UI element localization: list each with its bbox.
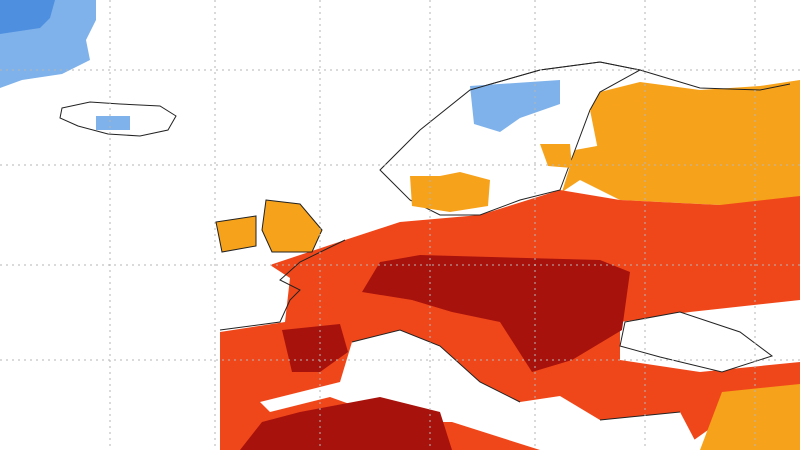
warm-region [261, 199, 323, 253]
warm-region [410, 172, 490, 212]
warm-region [540, 144, 572, 168]
very-hot-region [240, 397, 452, 450]
cold-region [0, 0, 55, 34]
warm-region [215, 215, 257, 253]
warm-region [700, 384, 800, 450]
warm-region [590, 100, 660, 170]
sea [260, 330, 700, 450]
coastline [219, 61, 791, 421]
very-hot-region [362, 255, 630, 372]
cold-region [470, 80, 560, 132]
cold-region [96, 116, 130, 130]
sea [619, 311, 774, 373]
